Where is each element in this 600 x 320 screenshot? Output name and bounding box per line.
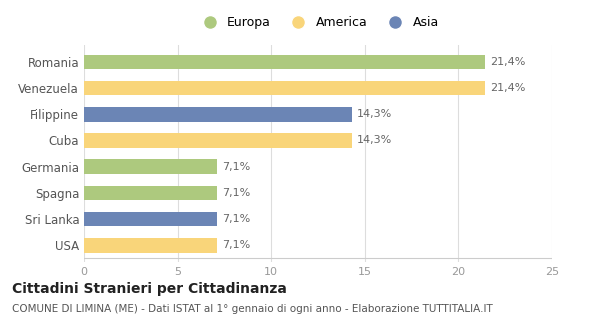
- Text: 14,3%: 14,3%: [358, 135, 392, 146]
- Text: 21,4%: 21,4%: [490, 57, 526, 67]
- Text: 7,1%: 7,1%: [223, 162, 251, 172]
- Bar: [84, 107, 352, 122]
- Text: 7,1%: 7,1%: [223, 188, 251, 198]
- Text: 21,4%: 21,4%: [490, 83, 526, 93]
- Bar: [84, 212, 217, 226]
- Legend: Europa, America, Asia: Europa, America, Asia: [192, 11, 444, 34]
- Bar: [84, 81, 485, 95]
- Text: Cittadini Stranieri per Cittadinanza: Cittadini Stranieri per Cittadinanza: [12, 282, 287, 296]
- Text: COMUNE DI LIMINA (ME) - Dati ISTAT al 1° gennaio di ogni anno - Elaborazione TUT: COMUNE DI LIMINA (ME) - Dati ISTAT al 1°…: [12, 304, 493, 314]
- Text: 14,3%: 14,3%: [358, 109, 392, 119]
- Bar: [84, 55, 485, 69]
- Text: 7,1%: 7,1%: [223, 240, 251, 250]
- Bar: [84, 159, 217, 174]
- Text: 7,1%: 7,1%: [223, 214, 251, 224]
- Bar: [84, 133, 352, 148]
- Bar: [84, 186, 217, 200]
- Bar: [84, 238, 217, 252]
